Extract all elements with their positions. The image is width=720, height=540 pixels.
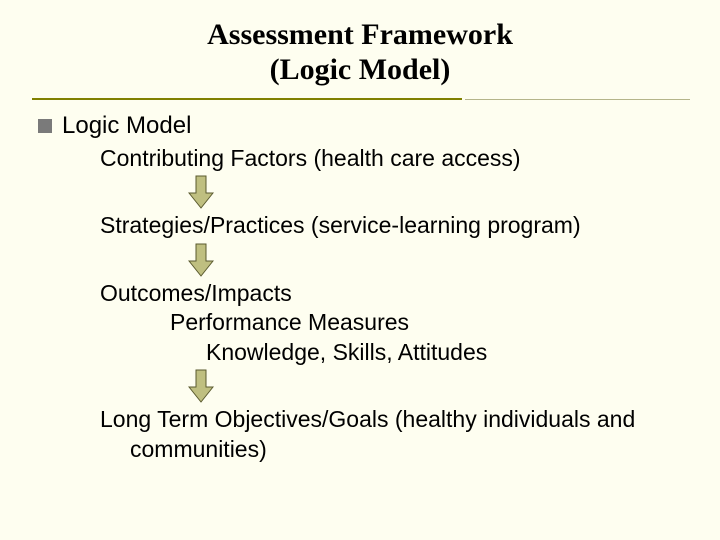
title-underline-main xyxy=(32,98,462,100)
text-contributing-factors: Contributing Factors (health care access… xyxy=(100,144,698,173)
text-outcomes: Outcomes/Impacts xyxy=(100,279,698,308)
bullet-label: Logic Model xyxy=(62,112,191,140)
text-strategies: Strategies/Practices (service-learning p… xyxy=(100,211,698,240)
arrow-2 xyxy=(188,241,698,279)
content-area: Logic Model Contributing Factors (health… xyxy=(38,112,698,464)
text-ksa: Knowledge, Skills, Attitudes xyxy=(206,338,698,367)
title-underline-faint xyxy=(465,99,690,100)
bullet-logic-model: Logic Model xyxy=(38,112,698,140)
bullet-marker-icon xyxy=(38,119,52,133)
slide-title: Assessment Framework (Logic Model) xyxy=(0,0,720,87)
text-performance: Performance Measures xyxy=(170,308,698,337)
text-longterm-line1: Long Term Objectives/Goals (healthy indi… xyxy=(100,405,698,434)
down-arrow-icon xyxy=(188,175,214,209)
title-line-2: (Logic Model) xyxy=(0,53,720,88)
title-line-1: Assessment Framework xyxy=(0,18,720,53)
down-arrow-icon xyxy=(188,369,214,403)
arrow-1 xyxy=(188,173,698,211)
text-longterm-line2: communities) xyxy=(130,435,698,464)
arrow-3 xyxy=(188,367,698,405)
down-arrow-icon xyxy=(188,243,214,277)
